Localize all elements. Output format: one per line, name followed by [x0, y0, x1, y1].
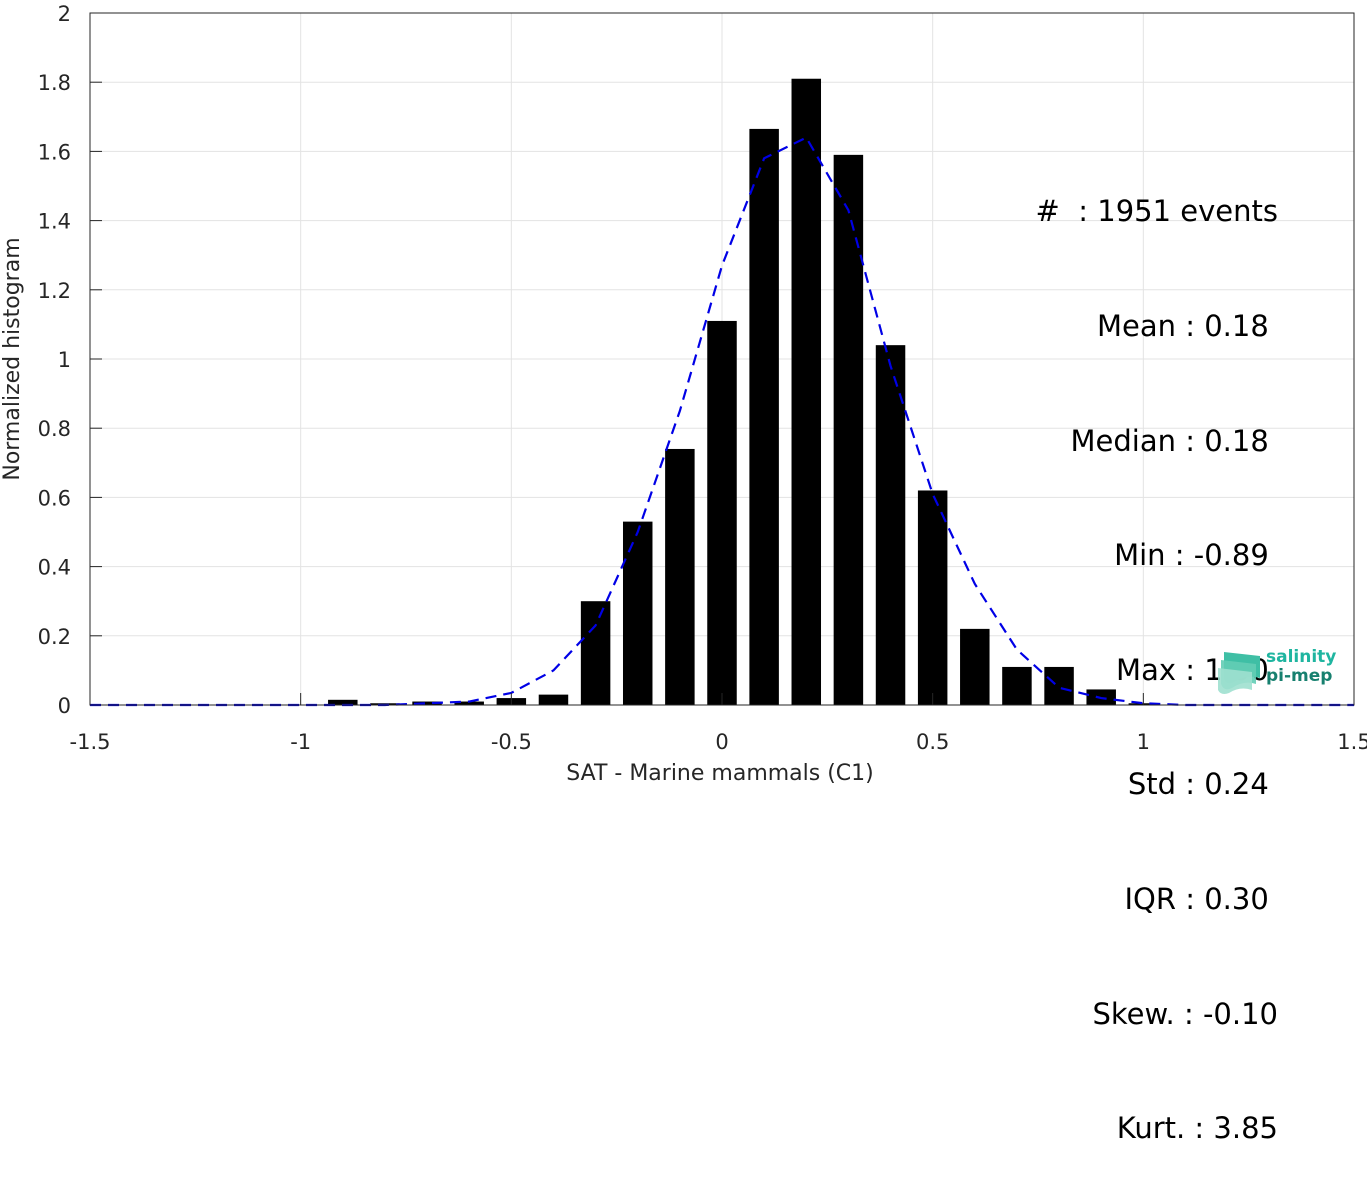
y-tick-label: 1.6	[38, 140, 71, 164]
y-tick-label: 2	[58, 2, 71, 26]
salinity-pi-mep-logo: salinity pi-mep	[1216, 648, 1344, 694]
stat-count: # : 1951 events	[1035, 194, 1278, 229]
histogram-bar	[328, 699, 358, 705]
x-tick-label: 1.5	[1337, 730, 1367, 754]
logo-line2: pi-mep	[1266, 666, 1333, 686]
histogram-bar	[1044, 666, 1074, 705]
x-tick-label: -1.5	[70, 730, 111, 754]
logo-line1: salinity	[1266, 647, 1337, 667]
histogram-bar	[1002, 666, 1032, 705]
axes-ticks: -1.5 -1 -0.5 0 0.5 1 1.5 0 0.2 0.4 0.6 0.8 1 1.2 1.4 1.…	[38, 2, 1367, 754]
histogram-bar	[960, 628, 990, 705]
y-tick-label: 0	[58, 694, 71, 718]
y-tick-label: 1.4	[38, 210, 71, 234]
histogram-bars	[328, 78, 1159, 706]
y-tick-label: 1	[58, 348, 71, 372]
histogram-bar	[749, 128, 779, 705]
stat-mean: Mean : 0.18	[1096, 309, 1278, 344]
y-tick-label: 1.8	[38, 71, 71, 95]
stat-skew: Skew. : -0.10	[1092, 996, 1278, 1031]
stat-kurt: Kurt. : 3.85	[1116, 1111, 1278, 1146]
y-axis-label: Normalized histogram	[0, 237, 25, 480]
histogram-bar	[875, 345, 906, 705]
y-tick-label: 1.2	[38, 279, 71, 303]
histogram-bar	[454, 701, 484, 705]
y-tick-label: 0.6	[38, 486, 71, 510]
x-tick-label: -1	[290, 730, 311, 754]
stat-iqr: IQR : 0.30	[1124, 882, 1278, 917]
stat-min: Min : -0.89	[1114, 538, 1278, 573]
histogram-bar	[665, 448, 695, 705]
histogram-bar	[917, 490, 948, 705]
x-tick-label: 0.5	[916, 730, 949, 754]
histogram-bar	[412, 701, 442, 705]
histogram-bar	[538, 694, 569, 705]
x-tick-label: -0.5	[491, 730, 532, 754]
y-tick-label: 0.8	[38, 417, 71, 441]
logo-wave-icon	[1218, 652, 1260, 694]
x-tick-label: 1	[1137, 730, 1150, 754]
histogram-bar	[622, 521, 653, 705]
y-tick-label: 0.4	[38, 556, 71, 580]
histogram-bar	[791, 78, 822, 706]
stat-median: Median : 0.18	[1070, 423, 1278, 458]
histogram-bar	[833, 154, 864, 706]
histogram-chart: -1.5 -1 -0.5 0 0.5 1 1.5 0 0.2 0.4 0.6 0.8 1 1.2 1.4 1.…	[0, 2, 1367, 785]
x-axis-label: SAT - Marine mammals (C1)	[566, 761, 874, 785]
y-tick-label: 0.2	[38, 625, 71, 649]
logo-text: salinity pi-mep	[1266, 648, 1336, 686]
histogram-bar	[580, 601, 611, 705]
x-tick-label: 0	[715, 730, 728, 754]
histogram-bar	[707, 320, 737, 705]
